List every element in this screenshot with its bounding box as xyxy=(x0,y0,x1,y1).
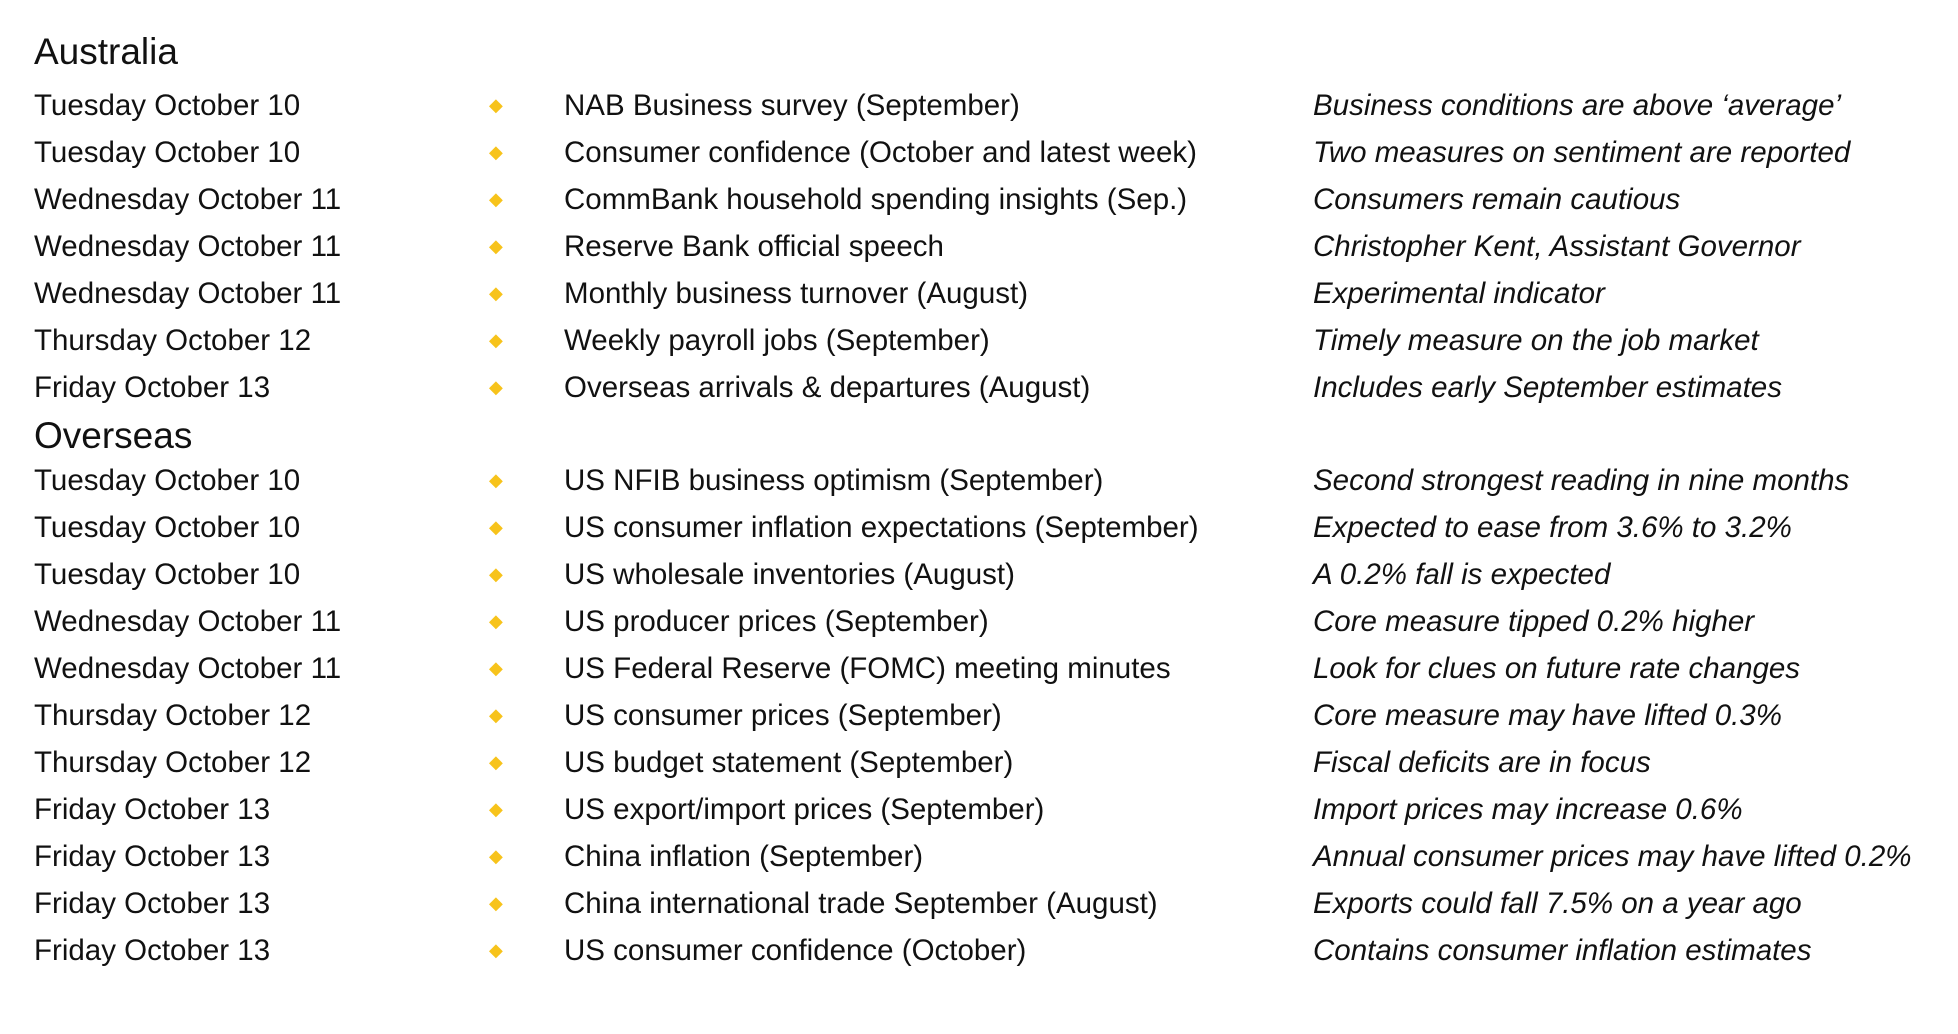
event-date: Thursday October 12 xyxy=(34,699,312,732)
calendar-row: Thursday October 12 ◆ Weekly payroll job… xyxy=(0,317,1958,364)
section-title-overseas: Overseas xyxy=(34,415,193,456)
event-date: Friday October 13 xyxy=(34,793,271,826)
event-name: US consumer prices (September) xyxy=(564,699,1002,732)
diamond-bullet-icon: ◆ xyxy=(489,658,503,678)
calendar-row: Wednesday October 11 ◆ CommBank househol… xyxy=(0,176,1958,223)
calendar-row: Tuesday October 10 ◆ US NFIB business op… xyxy=(0,457,1958,504)
event-name: Weekly payroll jobs (September) xyxy=(564,324,990,357)
calendar-row: Tuesday October 10 ◆ Consumer confidence… xyxy=(0,129,1958,176)
event-name: US consumer inflation expectations (Sept… xyxy=(564,511,1199,544)
diamond-bullet-icon: ◆ xyxy=(489,470,503,490)
event-note: Contains consumer inflation estimates xyxy=(1313,934,1812,967)
calendar-row: Thursday October 12 ◆ US budget statemen… xyxy=(0,739,1958,786)
diamond-bullet-icon: ◆ xyxy=(489,189,503,209)
diamond-bullet-icon: ◆ xyxy=(489,752,503,772)
diamond-bullet-icon: ◆ xyxy=(489,705,503,725)
event-note: Core measure may have lifted 0.3% xyxy=(1313,699,1782,732)
event-note: Second strongest reading in nine months xyxy=(1313,464,1850,497)
event-note: Includes early September estimates xyxy=(1313,371,1782,404)
diamond-bullet-icon: ◆ xyxy=(489,236,503,256)
calendar-row: Wednesday October 11 ◆ US Federal Reserv… xyxy=(0,645,1958,692)
calendar-row: Wednesday October 11 ◆ Reserve Bank offi… xyxy=(0,223,1958,270)
event-name: CommBank household spending insights (Se… xyxy=(564,183,1188,216)
event-note: Experimental indicator xyxy=(1313,277,1605,310)
event-note: Exports could fall 7.5% on a year ago xyxy=(1313,887,1802,920)
diamond-bullet-icon: ◆ xyxy=(489,377,503,397)
calendar-row: Friday October 13 ◆ US consumer confiden… xyxy=(0,927,1958,974)
event-name: China international trade September (Aug… xyxy=(564,887,1158,920)
event-date: Tuesday October 10 xyxy=(34,511,301,544)
calendar-row: Friday October 13 ◆ US export/import pri… xyxy=(0,786,1958,833)
diamond-bullet-icon: ◆ xyxy=(489,330,503,350)
event-name: US wholesale inventories (August) xyxy=(564,558,1015,591)
calendar-row: Wednesday October 11 ◆ Monthly business … xyxy=(0,270,1958,317)
event-note: Fiscal deficits are in focus xyxy=(1313,746,1651,779)
event-date: Thursday October 12 xyxy=(34,746,312,779)
diamond-bullet-icon: ◆ xyxy=(489,611,503,631)
event-note: Christopher Kent, Assistant Governor xyxy=(1313,230,1801,263)
diamond-bullet-icon: ◆ xyxy=(489,517,503,537)
diamond-bullet-icon: ◆ xyxy=(489,799,503,819)
calendar-row: Wednesday October 11 ◆ US producer price… xyxy=(0,598,1958,645)
diamond-bullet-icon: ◆ xyxy=(489,564,503,584)
diamond-bullet-icon: ◆ xyxy=(489,142,503,162)
event-date: Friday October 13 xyxy=(34,934,271,967)
calendar-row: Friday October 13 ◆ China international … xyxy=(0,880,1958,927)
calendar-row: Thursday October 12 ◆ US consumer prices… xyxy=(0,692,1958,739)
event-date: Friday October 13 xyxy=(34,840,271,873)
event-name: Consumer confidence (October and latest … xyxy=(564,136,1197,169)
event-date: Thursday October 12 xyxy=(34,324,312,357)
diamond-bullet-icon: ◆ xyxy=(489,893,503,913)
event-name: US consumer confidence (October) xyxy=(564,934,1027,967)
event-date: Tuesday October 10 xyxy=(34,89,301,122)
event-date: Wednesday October 11 xyxy=(34,277,342,310)
event-note: Consumers remain cautious xyxy=(1313,183,1681,216)
event-date: Wednesday October 11 xyxy=(34,230,342,263)
event-note: A 0.2% fall is expected xyxy=(1313,558,1611,591)
event-date: Wednesday October 11 xyxy=(34,183,342,216)
calendar-row: Tuesday October 10 ◆ NAB Business survey… xyxy=(0,82,1958,129)
event-note: Two measures on sentiment are reported xyxy=(1313,136,1851,169)
event-name: Overseas arrivals & departures (August) xyxy=(564,371,1091,404)
event-note: Import prices may increase 0.6% xyxy=(1313,793,1743,826)
event-name: Monthly business turnover (August) xyxy=(564,277,1029,310)
event-name: US Federal Reserve (FOMC) meeting minute… xyxy=(564,652,1171,685)
event-note: Timely measure on the job market xyxy=(1313,324,1759,357)
event-name: US producer prices (September) xyxy=(564,605,989,638)
event-date: Tuesday October 10 xyxy=(34,558,301,591)
event-date: Wednesday October 11 xyxy=(34,605,342,638)
event-name: NAB Business survey (September) xyxy=(564,89,1020,122)
diamond-bullet-icon: ◆ xyxy=(489,95,503,115)
calendar-row: Friday October 13 ◆ Overseas arrivals & … xyxy=(0,364,1958,411)
section-title-australia: Australia xyxy=(34,31,178,72)
event-name: China inflation (September) xyxy=(564,840,924,873)
diamond-bullet-icon: ◆ xyxy=(489,940,503,960)
event-date: Wednesday October 11 xyxy=(34,652,342,685)
diamond-bullet-icon: ◆ xyxy=(489,283,503,303)
event-note: Expected to ease from 3.6% to 3.2% xyxy=(1313,511,1792,544)
calendar-row: Tuesday October 10 ◆ US consumer inflati… xyxy=(0,504,1958,551)
event-date: Tuesday October 10 xyxy=(34,136,301,169)
event-name: Reserve Bank official speech xyxy=(564,230,944,263)
calendar-row: Friday October 13 ◆ China inflation (Sep… xyxy=(0,833,1958,880)
diamond-bullet-icon: ◆ xyxy=(489,846,503,866)
event-name: US export/import prices (September) xyxy=(564,793,1045,826)
event-note: Annual consumer prices may have lifted 0… xyxy=(1313,840,1912,873)
event-date: Tuesday October 10 xyxy=(34,464,301,497)
event-note: Business conditions are above ‘average’ xyxy=(1313,89,1842,122)
event-name: US budget statement (September) xyxy=(564,746,1014,779)
event-note: Look for clues on future rate changes xyxy=(1313,652,1801,685)
event-date: Friday October 13 xyxy=(34,371,271,404)
event-note: Core measure tipped 0.2% higher xyxy=(1313,605,1755,638)
event-date: Friday October 13 xyxy=(34,887,271,920)
calendar-row: Tuesday October 10 ◆ US wholesale invent… xyxy=(0,551,1958,598)
event-name: US NFIB business optimism (September) xyxy=(564,464,1104,497)
